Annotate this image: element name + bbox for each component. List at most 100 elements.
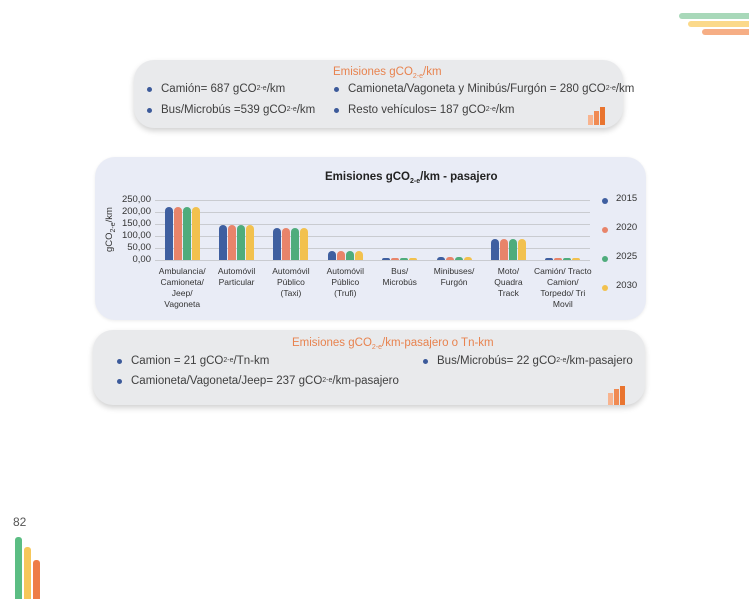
decorative-bars-top-right bbox=[677, 13, 749, 37]
legend-label: 2030 bbox=[616, 279, 638, 291]
bar-2020 bbox=[173, 207, 182, 260]
list-item: Camion = 21 gCO 2-e/Tn-km bbox=[117, 355, 269, 367]
chart-title-unit: /km - pasajero bbox=[420, 171, 498, 183]
item-unit: /km bbox=[615, 83, 635, 95]
bar-2025 bbox=[400, 257, 409, 260]
page-number: 82 bbox=[13, 515, 27, 529]
legend-label: 2015 bbox=[616, 192, 638, 204]
bar-2015 bbox=[164, 207, 173, 260]
legend-label: 2025 bbox=[616, 250, 638, 262]
x-tick-label: Minibuses/Furgón bbox=[433, 266, 475, 287]
bullet-icon bbox=[117, 378, 122, 384]
x-tick-label: Automóvil Público (Taxi) bbox=[272, 266, 310, 298]
legend-item-2025: 2025 bbox=[602, 250, 637, 262]
legend-item-2015: 2015 bbox=[602, 192, 637, 204]
bar-2020 bbox=[282, 227, 291, 260]
legend-dot-icon bbox=[602, 285, 608, 291]
bar-2025 bbox=[291, 227, 300, 260]
chart-card: Emisiones gCO2-e/km - pasajero gCO2-e/km… bbox=[95, 157, 646, 320]
bar-2030 bbox=[409, 257, 418, 260]
bar-2030 bbox=[354, 251, 363, 260]
item-unit: /km bbox=[495, 104, 515, 116]
card-title: Emisiones gCO2-e/km bbox=[333, 66, 442, 80]
deco-bar-yellow bbox=[24, 547, 31, 599]
item-unit: /Tn-km bbox=[233, 355, 270, 367]
list-item: Camioneta/Vagoneta y Minibús/Furgón = 28… bbox=[334, 83, 634, 95]
title-subscript: 2-e bbox=[371, 344, 383, 351]
bar-2020 bbox=[445, 256, 454, 260]
list-item: Bus/Microbús= 22 gCO 2-e/km-pasajero bbox=[423, 355, 633, 367]
bar-2020 bbox=[228, 225, 237, 260]
bullet-icon bbox=[147, 86, 152, 92]
bar-2015 bbox=[490, 239, 499, 260]
gridline bbox=[155, 236, 590, 237]
chart-title: Emisiones gCO2-e/km - pasajero bbox=[325, 171, 498, 185]
bar-chart-icon bbox=[588, 105, 608, 125]
bullet-icon bbox=[423, 358, 428, 364]
title-subscript: 2-e bbox=[412, 73, 424, 80]
bar-2015 bbox=[382, 257, 391, 260]
item-text: Bus/Microbús =539 gCO bbox=[161, 104, 287, 116]
legend-dot-icon bbox=[602, 256, 608, 262]
list-item: Bus/Microbús =539 gCO 2-e/km bbox=[147, 104, 315, 116]
list-item: Camión= 687 gCO 2-e/km bbox=[147, 83, 285, 95]
bar-2030 bbox=[246, 225, 255, 260]
bar-2015 bbox=[436, 256, 445, 260]
gridline bbox=[155, 248, 590, 249]
y-tick-label: 250,00 bbox=[121, 194, 151, 205]
y-tick-label: 100,00 bbox=[121, 230, 151, 241]
deco-bar-green bbox=[679, 13, 749, 19]
bar-2025 bbox=[345, 251, 354, 260]
title-text: Emisiones gCO bbox=[333, 66, 413, 78]
bar-chart-icon bbox=[608, 385, 628, 405]
item-text: Camion = 21 gCO bbox=[131, 355, 224, 367]
chart-title-subscript: 2-e bbox=[410, 178, 421, 185]
bar-2015 bbox=[327, 251, 336, 260]
bar-2025 bbox=[454, 256, 463, 260]
bar-2030 bbox=[517, 239, 526, 260]
legend-item-2030: 2030 bbox=[602, 279, 637, 291]
legend-dot-icon bbox=[602, 198, 608, 204]
bar-2020 bbox=[336, 251, 345, 260]
title-unit: /km bbox=[423, 66, 442, 78]
bullet-icon bbox=[334, 86, 339, 92]
x-tick-label: Ambulancia/Camioneta/Jeep/Vagoneta bbox=[158, 266, 206, 309]
item-text: Camión= 687 gCO bbox=[161, 83, 257, 95]
emissions-per-passenger-card: Emisiones gCO2-e/km-pasajero o Tn-km Cam… bbox=[93, 330, 645, 405]
item-unit: /km-pasajero bbox=[332, 375, 399, 387]
legend-dot-icon bbox=[602, 227, 608, 233]
chart-title-text: Emisiones gCO bbox=[325, 171, 410, 183]
item-text: Camioneta/Vagoneta/Jeep= 237 gCO bbox=[131, 375, 323, 387]
x-tick-label: Bus/Microbús bbox=[382, 266, 417, 287]
bar-2020 bbox=[391, 257, 400, 260]
bar-2030 bbox=[572, 258, 581, 260]
x-tick-label: Camión/ Tracto Camion/Torpedo/ Tri Movil bbox=[533, 266, 592, 309]
bullet-icon bbox=[147, 107, 152, 113]
bar-2030 bbox=[300, 227, 309, 260]
x-tick-label: Moto/Quadra Track bbox=[494, 266, 523, 298]
list-item: Camioneta/Vagoneta/Jeep= 237 gCO 2-e/km-p… bbox=[117, 375, 399, 387]
bar-2025 bbox=[563, 258, 572, 260]
x-tick-label: Automóvil Particular bbox=[217, 266, 256, 287]
title-text: Emisiones gCO bbox=[292, 337, 372, 349]
bullet-icon bbox=[334, 107, 339, 113]
bar-2020 bbox=[499, 239, 508, 260]
item-text: Bus/Microbús= 22 gCO bbox=[437, 355, 557, 367]
decorative-bars-bottom-left bbox=[15, 537, 45, 599]
item-unit: /km-pasajero bbox=[566, 355, 633, 367]
bar-2030 bbox=[191, 207, 200, 260]
legend-label: 2020 bbox=[616, 221, 638, 233]
deco-bar-orange bbox=[33, 560, 40, 599]
item-unit: /km bbox=[266, 83, 286, 95]
x-tick-label: Automóvil Público (Trufi) bbox=[326, 266, 364, 298]
y-tick-label: 150,00 bbox=[121, 218, 151, 229]
title-unit: /km-pasajero o Tn-km bbox=[382, 337, 494, 349]
deco-bar-green bbox=[15, 537, 22, 599]
bullet-icon bbox=[117, 358, 122, 364]
gridline bbox=[155, 260, 590, 261]
y-tick-label: 200,00 bbox=[121, 206, 151, 217]
bar-2015 bbox=[219, 225, 228, 260]
bar-2025 bbox=[237, 225, 246, 260]
gridline bbox=[155, 212, 590, 213]
deco-bar-orange bbox=[702, 29, 749, 35]
